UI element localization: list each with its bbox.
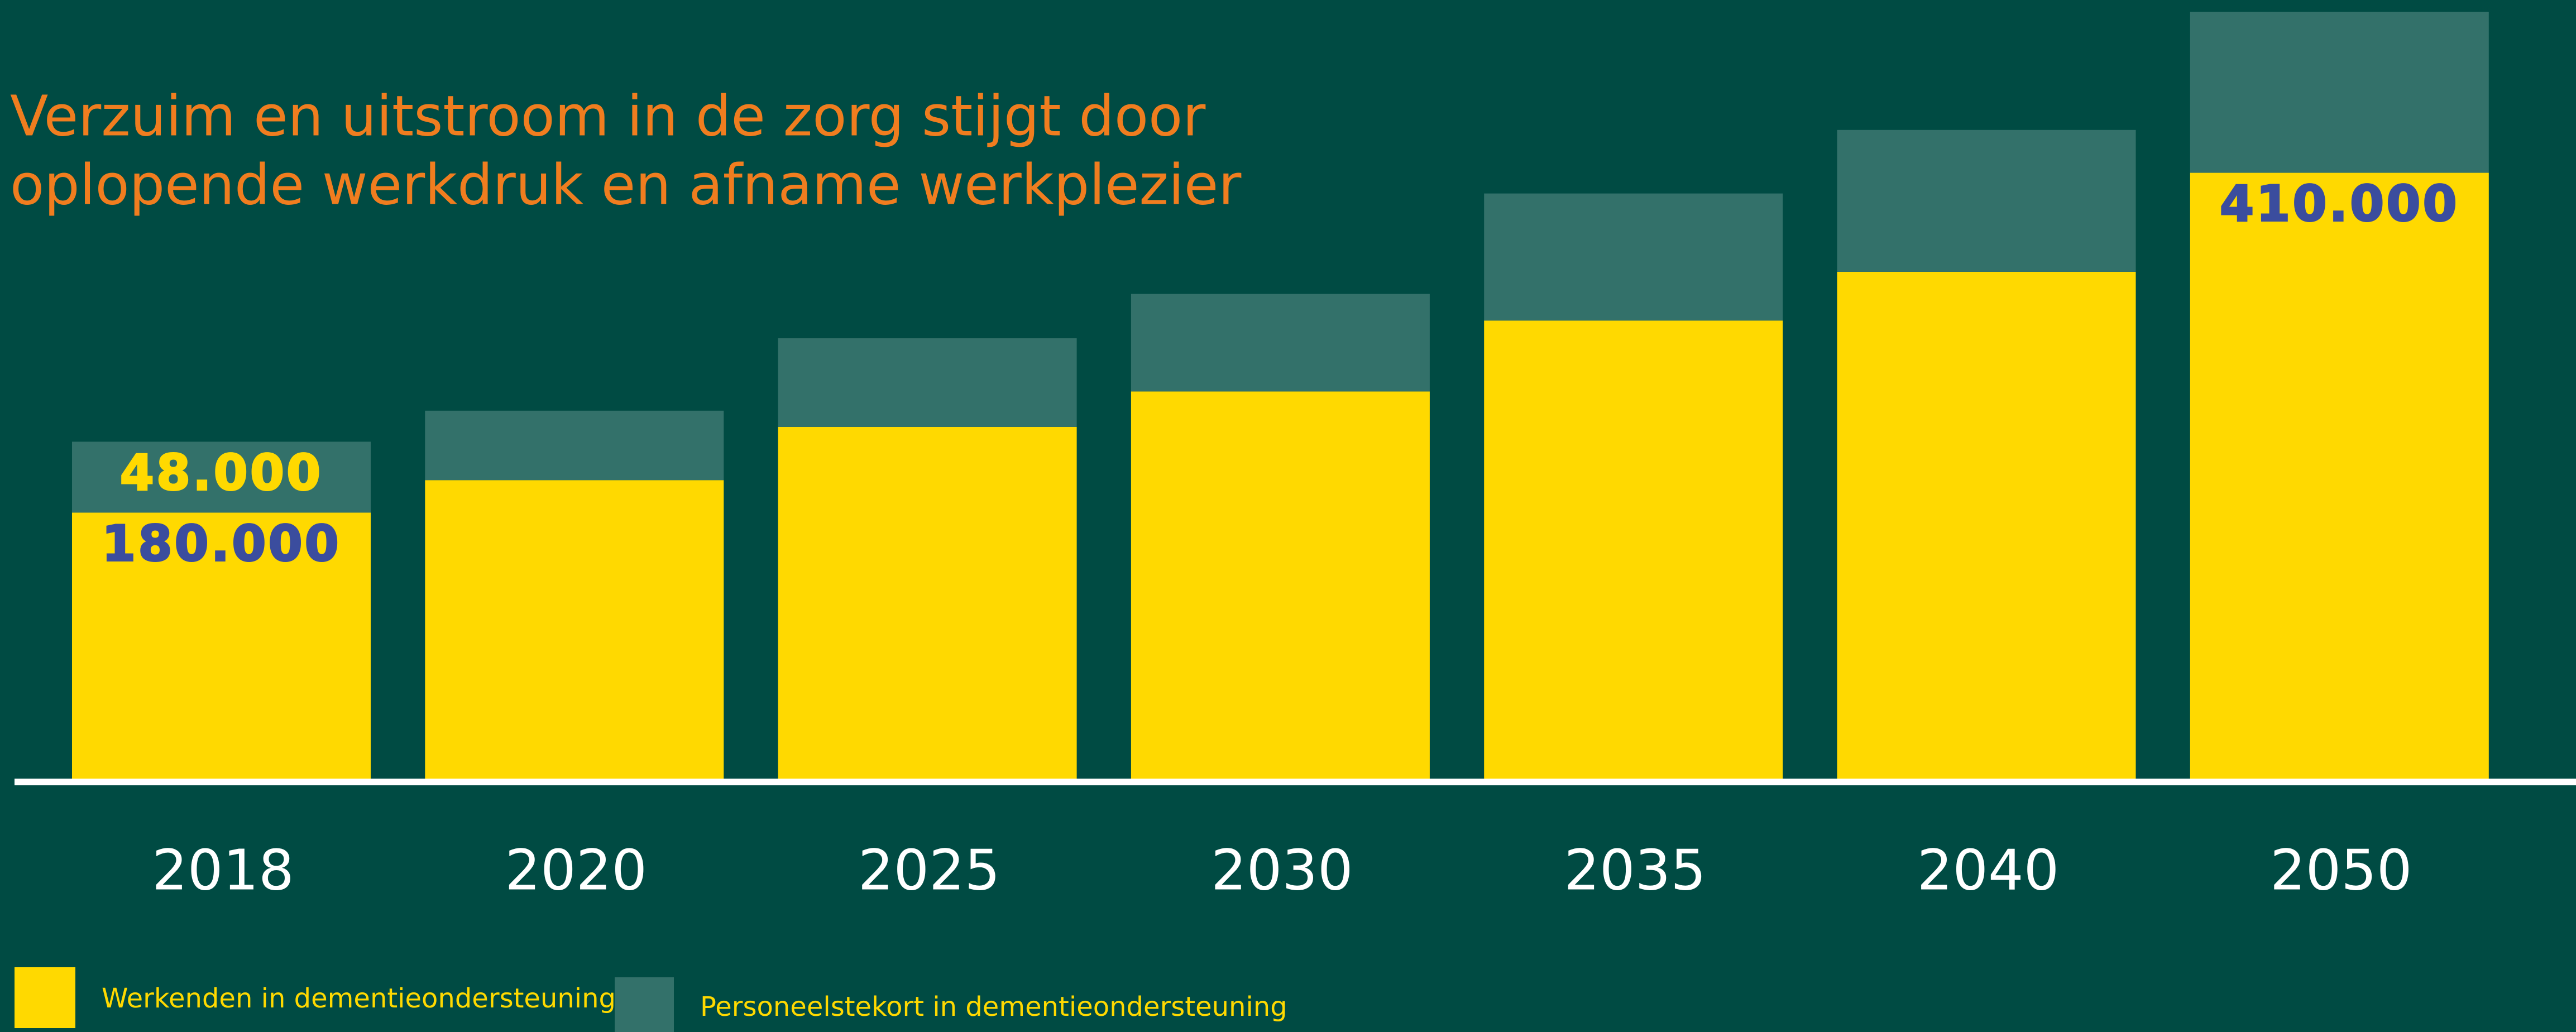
bar-segment: [72, 441, 371, 513]
legend-swatch: [615, 977, 674, 1032]
x-tick-label: 2035: [1564, 837, 1706, 903]
bar-segment: [425, 480, 724, 779]
value-label: 410.000: [2220, 175, 2459, 232]
x-tick-label: 2040: [1917, 837, 2060, 903]
bar-segment: [1131, 294, 1430, 392]
bar-segment: [425, 410, 724, 481]
x-tick-label: 2018: [152, 837, 294, 903]
x-tick-label: 2050: [2270, 837, 2412, 903]
bar-segment: [2190, 12, 2489, 173]
bar-segment: [778, 426, 1077, 779]
chart-title: Verzuim en uitstroom in de zorg stijgt d…: [10, 83, 1206, 148]
bar-segment: [778, 338, 1077, 427]
legend-label: Personeelstekort in dementieondersteunin…: [700, 991, 1287, 1023]
x-tick-label: 2020: [505, 837, 648, 903]
x-tick-label: 2030: [1211, 837, 1353, 903]
bar-segment: [2190, 172, 2489, 779]
value-label: 48.000: [120, 444, 323, 501]
baseline: [15, 779, 2576, 785]
bar-segment: [1837, 271, 2136, 779]
x-tick-label: 2025: [858, 837, 1000, 903]
bar-segment: [1837, 129, 2136, 272]
bar-segment: [72, 512, 371, 779]
chart-title: oplopende werkdruk en afname werkplezier: [10, 152, 1242, 217]
bar-segment: [1131, 391, 1430, 779]
bar-segment: [1484, 320, 1783, 779]
value-label: 180.000: [102, 515, 341, 572]
legend-label: Werkenden in dementieondersteuning: [102, 983, 616, 1014]
legend-swatch: [15, 967, 75, 1028]
bar-segment: [1484, 193, 1783, 321]
